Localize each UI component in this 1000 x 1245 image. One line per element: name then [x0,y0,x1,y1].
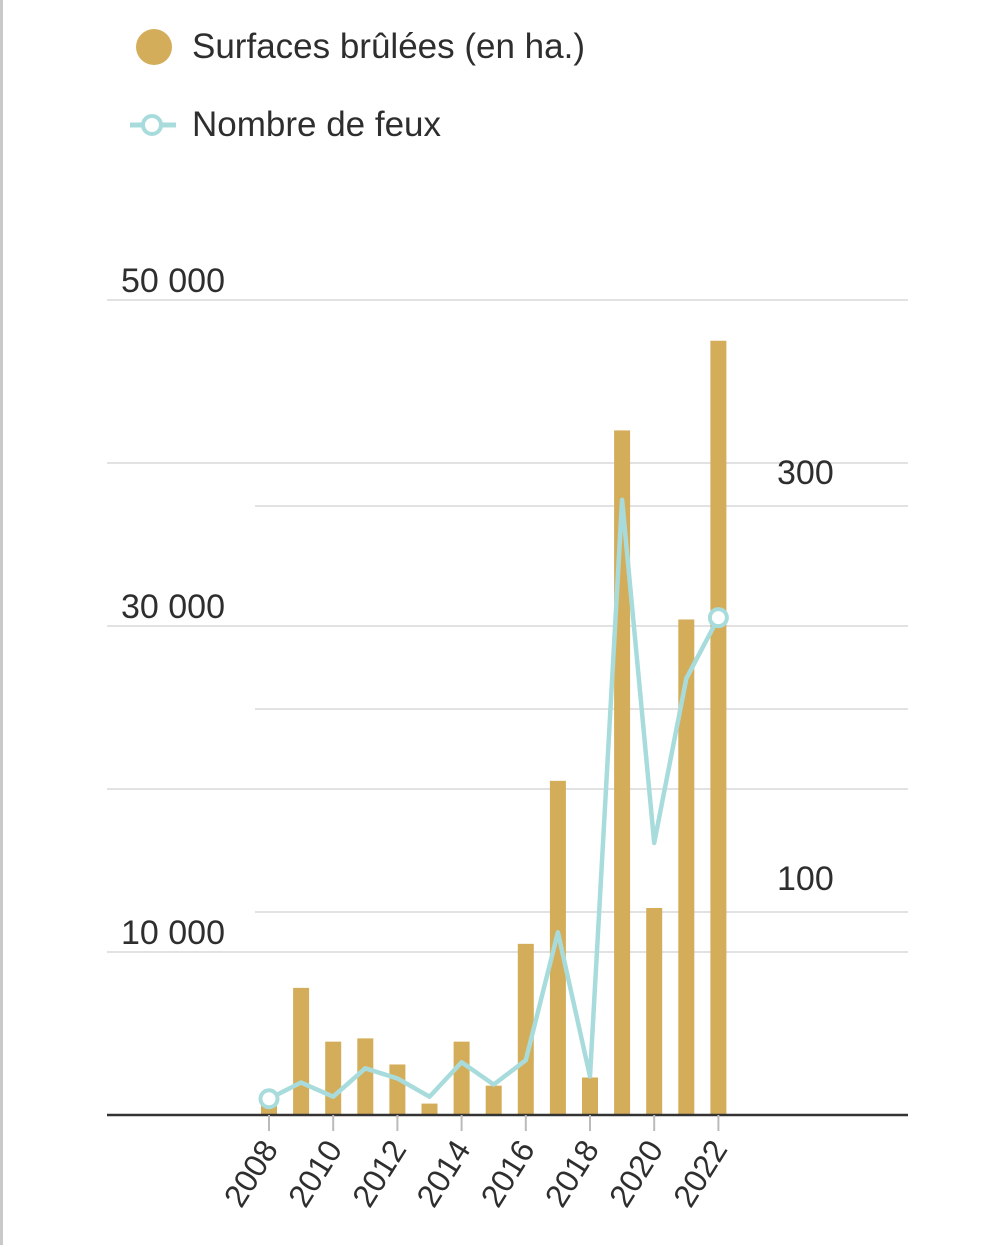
line-path [266,497,721,1102]
bar [453,1041,470,1115]
axes [107,1113,908,1131]
bar [485,1085,502,1115]
line-series [258,497,729,1110]
line-point [707,607,729,629]
bar [261,1105,277,1115]
axis-labels: 50 000 30 000 10 000 300 100 2008201020122014… [121,262,834,1213]
bar [357,1038,374,1115]
x-tick-label: 2014 [409,1134,477,1213]
bar [549,780,566,1115]
y-right-tick-label: 100 [777,860,834,898]
bar [389,1064,406,1115]
x-tick-label: 2012 [345,1134,413,1213]
x-tick-label: 2022 [666,1134,734,1213]
bar [325,1041,342,1115]
left-gridlines [107,299,908,953]
legend-bars-label: Surfaces brûlées (en ha.) [192,27,585,66]
legend-bar-swatch [128,19,184,75]
x-tick-label: 2008 [217,1134,285,1213]
legend-line-swatch [128,97,184,153]
bar [421,1103,438,1115]
line-point [258,1088,280,1110]
legend-item-line: Nombre de feux [128,86,585,164]
legend: Surfaces brûlées (en ha.) Nombre de feux [128,8,585,164]
x-tick-label: 2016 [473,1134,541,1213]
line-marker-icon [130,114,176,136]
y-left-tick-label: 30 000 [121,588,225,626]
page-left-border [0,0,3,1245]
bar [517,943,534,1115]
bar [678,619,695,1115]
bar [646,907,663,1115]
legend-line-label: Nombre de feux [192,105,442,144]
x-tick-label: 2010 [281,1134,349,1213]
x-tick-label: 2020 [602,1134,670,1213]
y-left-tick-label: 50 000 [121,262,225,300]
bars [261,340,727,1115]
bar [293,987,310,1115]
gold-dot-icon [136,29,172,65]
y-left-tick-label: 10 000 [121,914,225,952]
right-gridlines [255,505,908,913]
y-right-tick-label: 300 [777,454,834,492]
bar [582,1077,598,1115]
legend-item-bars: Surfaces brûlées (en ha.) [128,8,585,86]
bar [710,340,727,1115]
x-tick-label: 2018 [538,1134,606,1213]
